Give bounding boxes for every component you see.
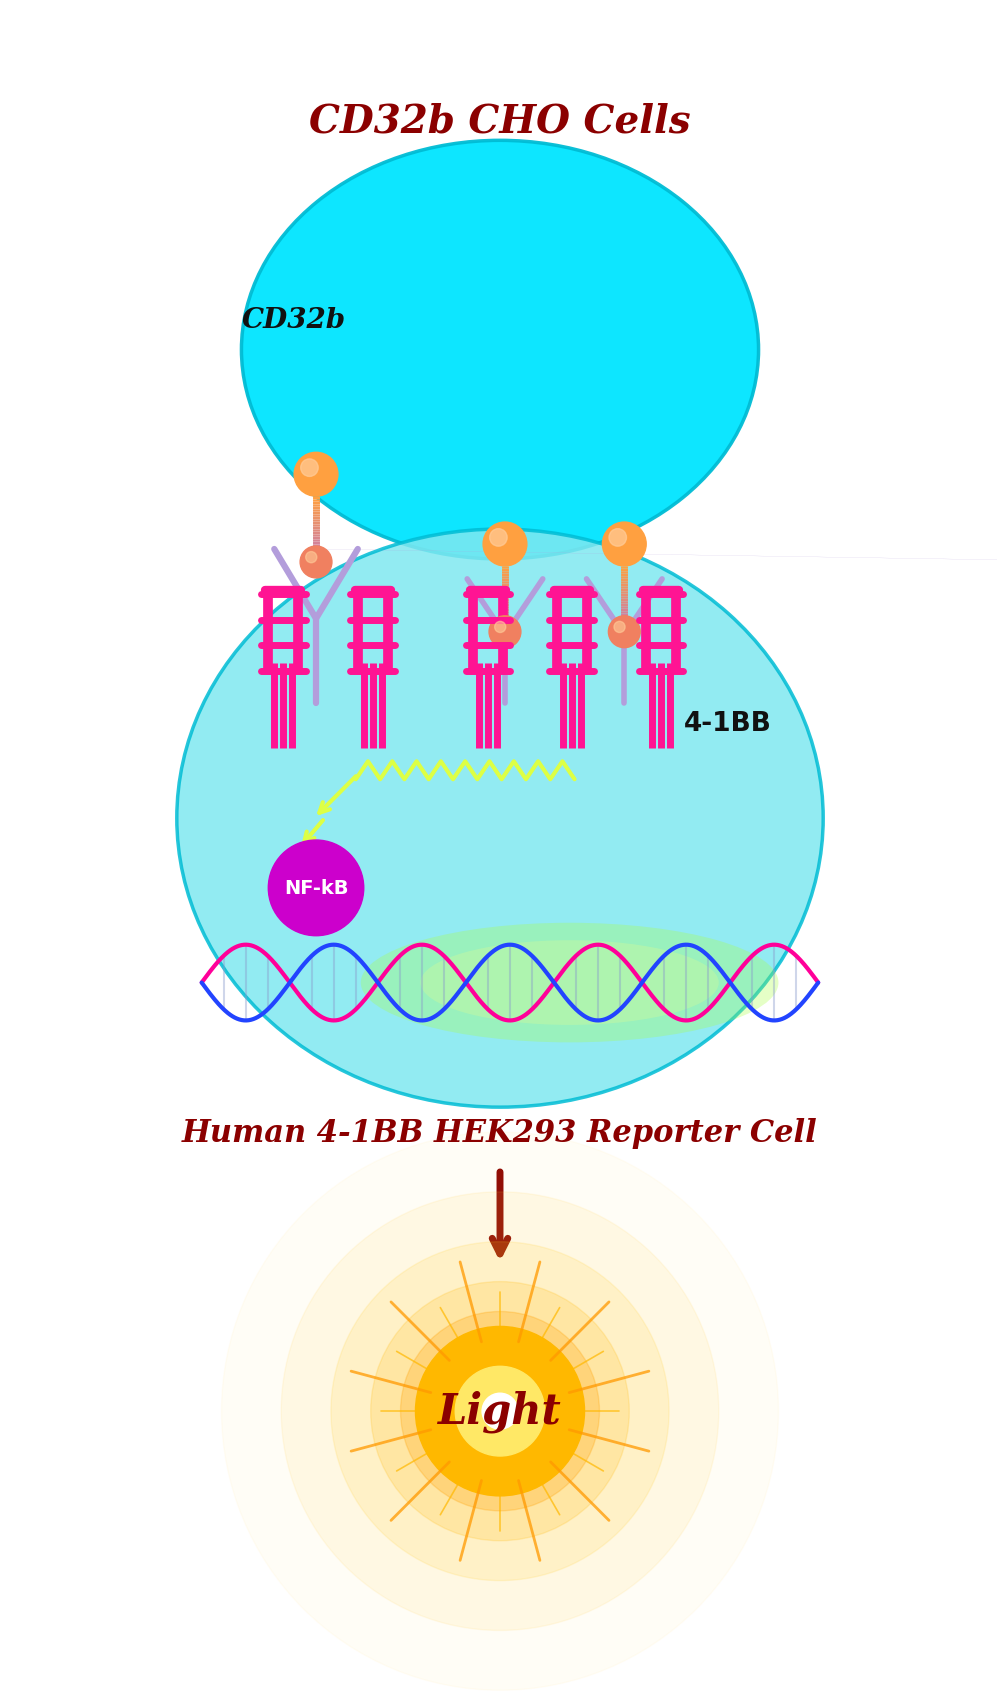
Circle shape [614,621,625,633]
Circle shape [415,1326,585,1496]
Circle shape [401,1313,599,1511]
Circle shape [281,1192,719,1630]
Circle shape [608,616,640,649]
Circle shape [371,1282,629,1540]
Ellipse shape [241,141,759,560]
Circle shape [602,523,646,567]
Circle shape [490,530,507,547]
Text: Light: Light [438,1391,562,1433]
Circle shape [483,523,527,567]
Text: CD32b: CD32b [241,307,346,335]
Circle shape [306,552,317,564]
Circle shape [268,841,364,936]
Circle shape [300,547,332,579]
Circle shape [455,1367,545,1457]
Circle shape [489,616,521,649]
Ellipse shape [177,530,823,1107]
Circle shape [294,453,338,498]
Ellipse shape [420,941,719,1026]
Circle shape [222,1133,778,1690]
Circle shape [495,621,506,633]
Circle shape [609,530,626,547]
Circle shape [301,460,318,477]
Circle shape [331,1241,669,1581]
Circle shape [482,1394,518,1430]
Text: 4-1BB: 4-1BB [684,711,772,737]
Text: CD32b CHO Cells: CD32b CHO Cells [309,102,691,141]
Text: Human 4-1BB HEK293 Reporter Cell: Human 4-1BB HEK293 Reporter Cell [182,1117,818,1148]
Text: NF-kB: NF-kB [284,880,348,898]
Ellipse shape [361,924,778,1043]
